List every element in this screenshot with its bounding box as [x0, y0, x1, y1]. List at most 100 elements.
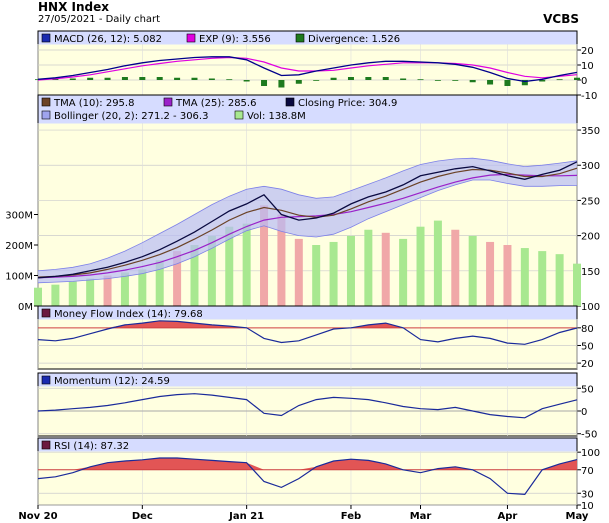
chart-title: HNX Index [38, 0, 109, 14]
divergence-bar [417, 79, 424, 81]
volume-bar [520, 248, 529, 306]
bollinger-band [38, 158, 577, 283]
volume-bar [190, 245, 199, 306]
price-legend-swatch [234, 110, 244, 120]
divergence-bar [434, 80, 441, 81]
volume-bar [573, 263, 581, 306]
volume-tick-label: 0M [18, 302, 33, 313]
volume-tick-label: 300M [5, 211, 33, 222]
volume-bar [155, 260, 164, 306]
divergence-bar [174, 77, 181, 80]
price-y-tick-label: 150 [581, 267, 600, 278]
rsi-y-tick-label: 70 [581, 466, 594, 477]
volume-bar [68, 281, 77, 306]
x-tick-label: Jan 21 [228, 511, 264, 522]
divergence-bar [121, 77, 128, 80]
divergence-bar [556, 79, 563, 81]
price-y-tick-label: 200 [581, 232, 600, 243]
divergence-bar [574, 77, 580, 80]
divergence-bar [191, 77, 198, 80]
divergence-bar [382, 77, 389, 80]
x-tick-label: Mar [410, 511, 432, 522]
volume-bar [312, 245, 321, 306]
divergence-bar [469, 80, 476, 83]
brand-label: VCBS [543, 12, 579, 26]
macd-legend-swatch [41, 33, 51, 43]
divergence-bar [208, 78, 215, 80]
rsi-y-tick-label: 100 [581, 448, 600, 459]
price-y-tick-label: 100 [581, 302, 600, 313]
macd-legend-swatch [295, 33, 305, 43]
volume-bar [503, 245, 512, 306]
mfi-line [37, 320, 578, 345]
divergence-bar [504, 80, 511, 86]
rsi-legend-label: RSI (14): 87.32 [54, 441, 129, 452]
divergence-bar [313, 80, 320, 81]
signal-line [37, 56, 578, 81]
rsi-legend-bar [38, 438, 577, 452]
divergence-bar [139, 77, 146, 80]
volume-bar [51, 284, 60, 306]
volume-bar [433, 220, 442, 306]
rsi-line [37, 457, 578, 496]
volume-bar [294, 238, 303, 306]
volume-bar [225, 226, 234, 306]
macd-y-tick-label: 20 [581, 46, 594, 57]
price-y-tick-label: 300 [581, 161, 600, 172]
divergence-bar [156, 77, 163, 80]
price-legend-bar [38, 95, 577, 124]
volume-bar [555, 254, 564, 306]
mfi-legend-label: Money Flow Index (14): 79.68 [54, 309, 203, 320]
macd-y-tick-label: 0 [581, 76, 587, 87]
divergence-bar [330, 77, 337, 80]
divergence-bar [487, 80, 494, 85]
macd-legend-label: EXP (9): 3.556 [199, 34, 271, 45]
momentum-y-tick-label: 50 [581, 384, 594, 395]
divergence-bar [347, 77, 354, 80]
x-tick-label: Nov 20 [18, 511, 57, 522]
macd-y-tick-label: -10 [581, 91, 597, 102]
mfi-y-tick-label: 20 [581, 359, 594, 370]
mfi-y-tick-label: 80 [581, 324, 594, 335]
volume-bar [399, 238, 408, 306]
macd-legend-bar [38, 31, 577, 45]
price-legend-swatch [163, 97, 173, 107]
divergence-bar [243, 80, 250, 82]
volume-tick-label: 100M [5, 272, 33, 283]
macd-line [37, 56, 578, 83]
divergence-bar [104, 77, 111, 80]
price-legend-swatch [41, 97, 51, 107]
volume-bar [364, 229, 373, 306]
x-tick-label: May [566, 511, 589, 522]
price-legend-label: Bollinger (20, 2): 271.2 - 306.3 [54, 111, 208, 122]
volume-bar [242, 223, 251, 306]
momentum-y-tick-label: -50 [581, 430, 597, 441]
divergence-bar [226, 79, 233, 81]
volume-bar [346, 235, 355, 306]
volume-tick-label: 200M [5, 241, 33, 252]
volume-bar [381, 232, 390, 306]
price-legend-label: TMA (25): 285.6 [175, 98, 256, 109]
volume-bar [277, 214, 286, 306]
chart-subtitle: 27/05/2021 - Daily chart [38, 14, 161, 25]
price-legend-label: TMA (10): 295.8 [53, 98, 134, 109]
divergence-bar [452, 80, 459, 81]
mfi-legend-bar [38, 306, 577, 320]
mfi-legend-swatch [41, 308, 51, 318]
volume-bar [34, 287, 42, 306]
rsi-y-tick-label: 30 [581, 489, 594, 500]
macd-legend-label: Divergence: 1.526 [308, 34, 400, 45]
divergence-bar [295, 80, 302, 84]
rsi-overbought-area [38, 458, 577, 470]
closing-price-line [37, 161, 578, 279]
volume-bar [207, 235, 216, 306]
momentum-legend-bar [38, 373, 577, 387]
x-tick-label: Feb [341, 511, 361, 522]
x-tick-label: Apr [498, 511, 518, 522]
volume-bar [138, 269, 147, 306]
divergence-bar [521, 80, 528, 86]
volume-bar [416, 226, 425, 306]
macd-y-tick-label: 10 [581, 61, 594, 72]
